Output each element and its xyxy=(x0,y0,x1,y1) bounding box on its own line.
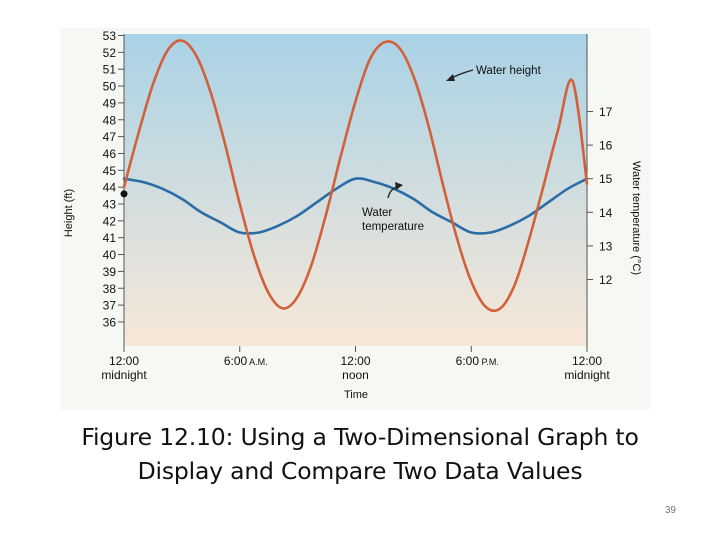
y2-tick-label: 12 xyxy=(599,273,613,287)
x-tick-label: 6:00 P.M. xyxy=(456,354,499,368)
figure: 36 37 38 39 40 41 42 43 44 45 46 47 48 49 50 51 52 53 12 1… xyxy=(60,28,650,410)
y2-tick-label: 14 xyxy=(599,206,613,220)
y-axis-ticks: 36 37 38 39 40 41 42 43 44 45 46 47 48 49 50 51 52 53 xyxy=(103,29,124,329)
height-arrowhead xyxy=(446,74,455,81)
y-tick-label: 44 xyxy=(103,181,117,195)
x-tick-label: 12:00 xyxy=(572,354,602,368)
x-tick-label: 6:00 A.M. xyxy=(224,354,268,368)
y2-tick-label: 16 xyxy=(599,139,613,153)
plot-area xyxy=(124,34,587,346)
x-tick-label-secondary: noon xyxy=(342,368,369,382)
temperature-annotation: Water temperature xyxy=(362,182,424,233)
y2-axis-title: Water temperature (°C) xyxy=(630,161,642,275)
y-tick-label: 39 xyxy=(103,265,117,279)
x-tick-label: 12:00 xyxy=(109,354,139,368)
x-tick-label-secondary: midnight xyxy=(101,368,147,382)
x-tick-label-secondary: midnight xyxy=(564,368,610,382)
temp-arrowhead xyxy=(395,182,403,190)
water-temperature-line xyxy=(122,177,589,235)
y-tick-label: 49 xyxy=(103,96,117,110)
x-axis-title: Time xyxy=(344,389,368,401)
y-tick-label: 41 xyxy=(103,231,117,245)
y-tick-label: 48 xyxy=(103,113,117,127)
height-annotation: Water height xyxy=(446,65,542,81)
y-tick-label: 46 xyxy=(103,147,117,161)
y-tick-label: 36 xyxy=(103,315,117,329)
y2-tick-label: 15 xyxy=(599,172,613,186)
series-layer xyxy=(120,39,589,313)
y-axis-title: Height (ft) xyxy=(63,189,75,237)
y2-tick-label: 17 xyxy=(599,105,613,119)
y-tick-label: 52 xyxy=(103,46,117,60)
caption-line-2: Display and Compare Two Data Values xyxy=(137,457,583,485)
temp-annotation-label-1: Water xyxy=(362,207,392,219)
y-tick-label: 43 xyxy=(103,198,117,212)
height-annotation-label: Water height xyxy=(476,65,542,77)
figure-caption: Figure 12.10: Using a Two-Dimensional Gr… xyxy=(0,420,720,488)
y-tick-label: 47 xyxy=(103,130,117,144)
y-tick-label: 40 xyxy=(103,248,117,262)
caption-line-1: Figure 12.10: Using a Two-Dimensional Gr… xyxy=(81,423,639,451)
x-tick-label: 12:00 xyxy=(340,354,370,368)
y-tick-label: 42 xyxy=(103,214,117,228)
water-height-line xyxy=(122,39,589,313)
y-tick-label: 50 xyxy=(103,80,117,94)
y-tick-label: 38 xyxy=(103,282,117,296)
x-tick-label-suffix: A.M. xyxy=(247,357,268,367)
y2-axis-ticks: 12 13 14 15 16 17 xyxy=(587,105,613,287)
slide-number: 39 xyxy=(664,505,676,516)
y-tick-label: 53 xyxy=(103,29,117,43)
y2-tick-label: 13 xyxy=(599,239,613,253)
temp-annotation-label-2: temperature xyxy=(362,221,424,233)
x-tick-label-suffix: P.M. xyxy=(479,357,499,367)
y-tick-label: 45 xyxy=(103,164,117,178)
start-point-marker xyxy=(120,190,128,198)
y-tick-label: 51 xyxy=(103,63,117,77)
y-tick-label: 37 xyxy=(103,299,117,313)
